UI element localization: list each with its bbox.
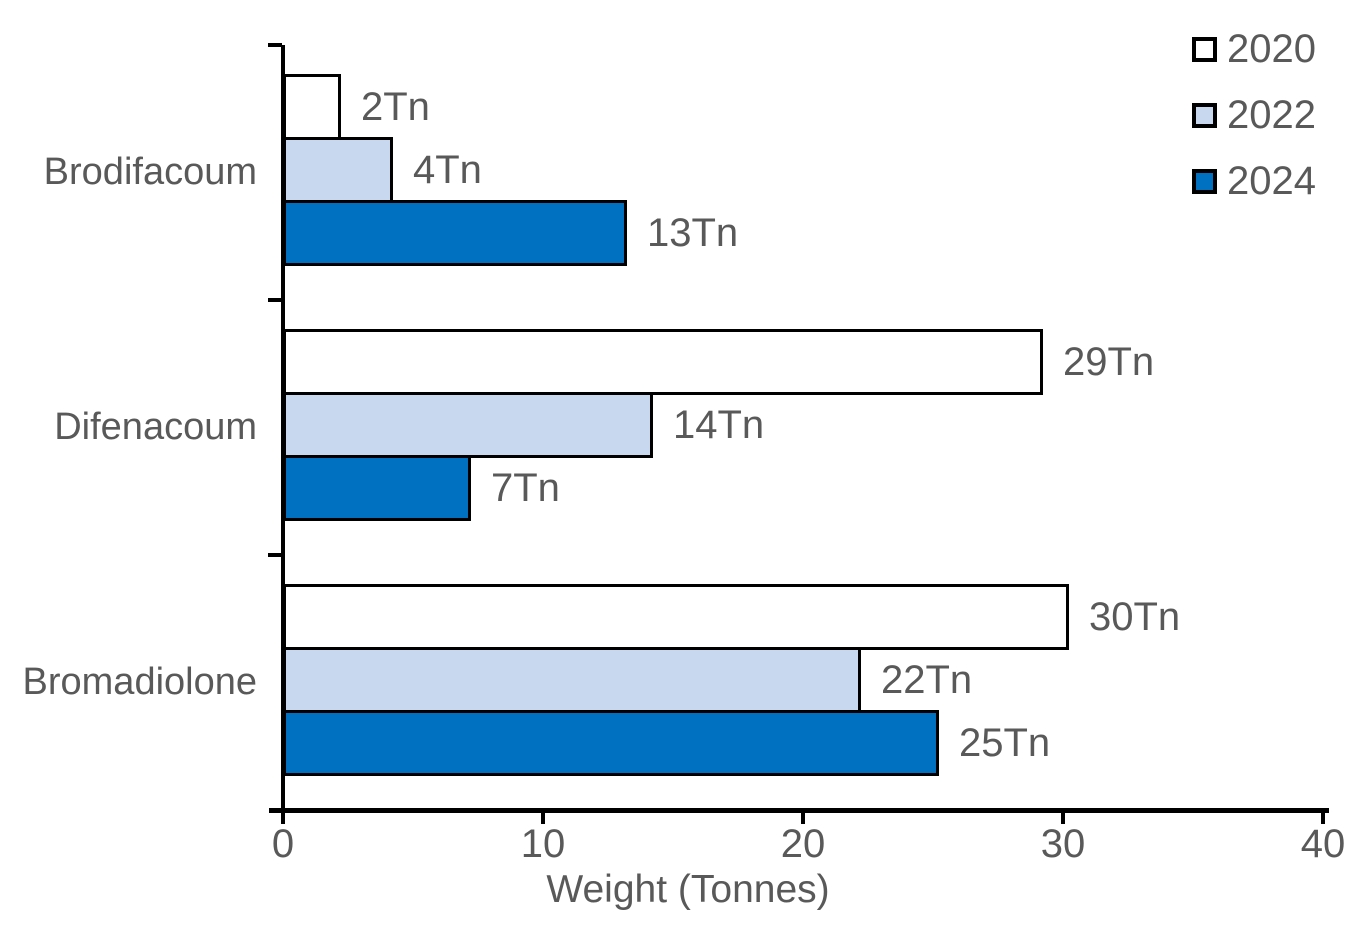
x-tick-label: 40 <box>1300 822 1346 866</box>
bar-brodifacoum-2022 <box>283 137 393 203</box>
legend-label: 2020 <box>1227 27 1316 71</box>
bar-value-label: 22Tn <box>881 658 973 702</box>
x-axis-tick <box>1321 810 1325 824</box>
category-label-difenacoum: Difenacoum <box>54 406 257 448</box>
bar-bromadiolone-2024 <box>283 710 939 776</box>
legend-swatch-icon <box>1192 36 1217 62</box>
y-axis-tick <box>268 553 282 557</box>
bar-value-label: 2Tn <box>361 85 430 129</box>
y-axis-tick <box>268 43 282 47</box>
x-tick-label: 20 <box>780 822 826 866</box>
bar-difenacoum-2020 <box>283 329 1043 395</box>
x-axis-tick <box>801 810 805 824</box>
legend: 2020 2022 2024 <box>1192 26 1316 224</box>
legend-swatch-icon <box>1192 102 1217 128</box>
x-tick-label: 30 <box>1040 822 1086 866</box>
legend-swatch-icon <box>1192 168 1217 194</box>
bar-value-label: 30Tn <box>1089 595 1181 639</box>
legend-label: 2022 <box>1227 93 1316 137</box>
bar-value-label: 25Tn <box>959 721 1051 765</box>
bar-difenacoum-2024 <box>283 455 471 521</box>
bar-difenacoum-2022 <box>283 392 653 458</box>
bar-value-label: 4Tn <box>413 148 482 192</box>
y-axis-tick <box>268 298 282 302</box>
x-tick-label: 0 <box>271 822 295 866</box>
legend-item-2022: 2022 <box>1192 92 1316 138</box>
bar-value-label: 7Tn <box>491 466 560 510</box>
bar-value-label: 13Tn <box>647 211 739 255</box>
category-label-bromadiolone: Bromadiolone <box>22 661 257 703</box>
category-label-brodifacoum: Brodifacoum <box>43 151 257 193</box>
bar-brodifacoum-2020 <box>283 74 341 140</box>
x-axis-title: Weight (Tonnes) <box>546 868 830 911</box>
bar-brodifacoum-2024 <box>283 200 627 266</box>
bar-value-label: 29Tn <box>1063 340 1155 384</box>
bar-bromadiolone-2020 <box>283 584 1069 650</box>
legend-label: 2024 <box>1227 159 1316 203</box>
x-axis-tick <box>281 810 285 824</box>
legend-item-2024: 2024 <box>1192 158 1316 204</box>
x-axis-tick <box>541 810 545 824</box>
x-axis <box>269 808 1329 813</box>
legend-item-2020: 2020 <box>1192 26 1316 72</box>
x-axis-tick <box>1061 810 1065 824</box>
bar-value-label: 14Tn <box>673 403 765 447</box>
x-tick-label: 10 <box>520 822 566 866</box>
bar-bromadiolone-2022 <box>283 647 861 713</box>
